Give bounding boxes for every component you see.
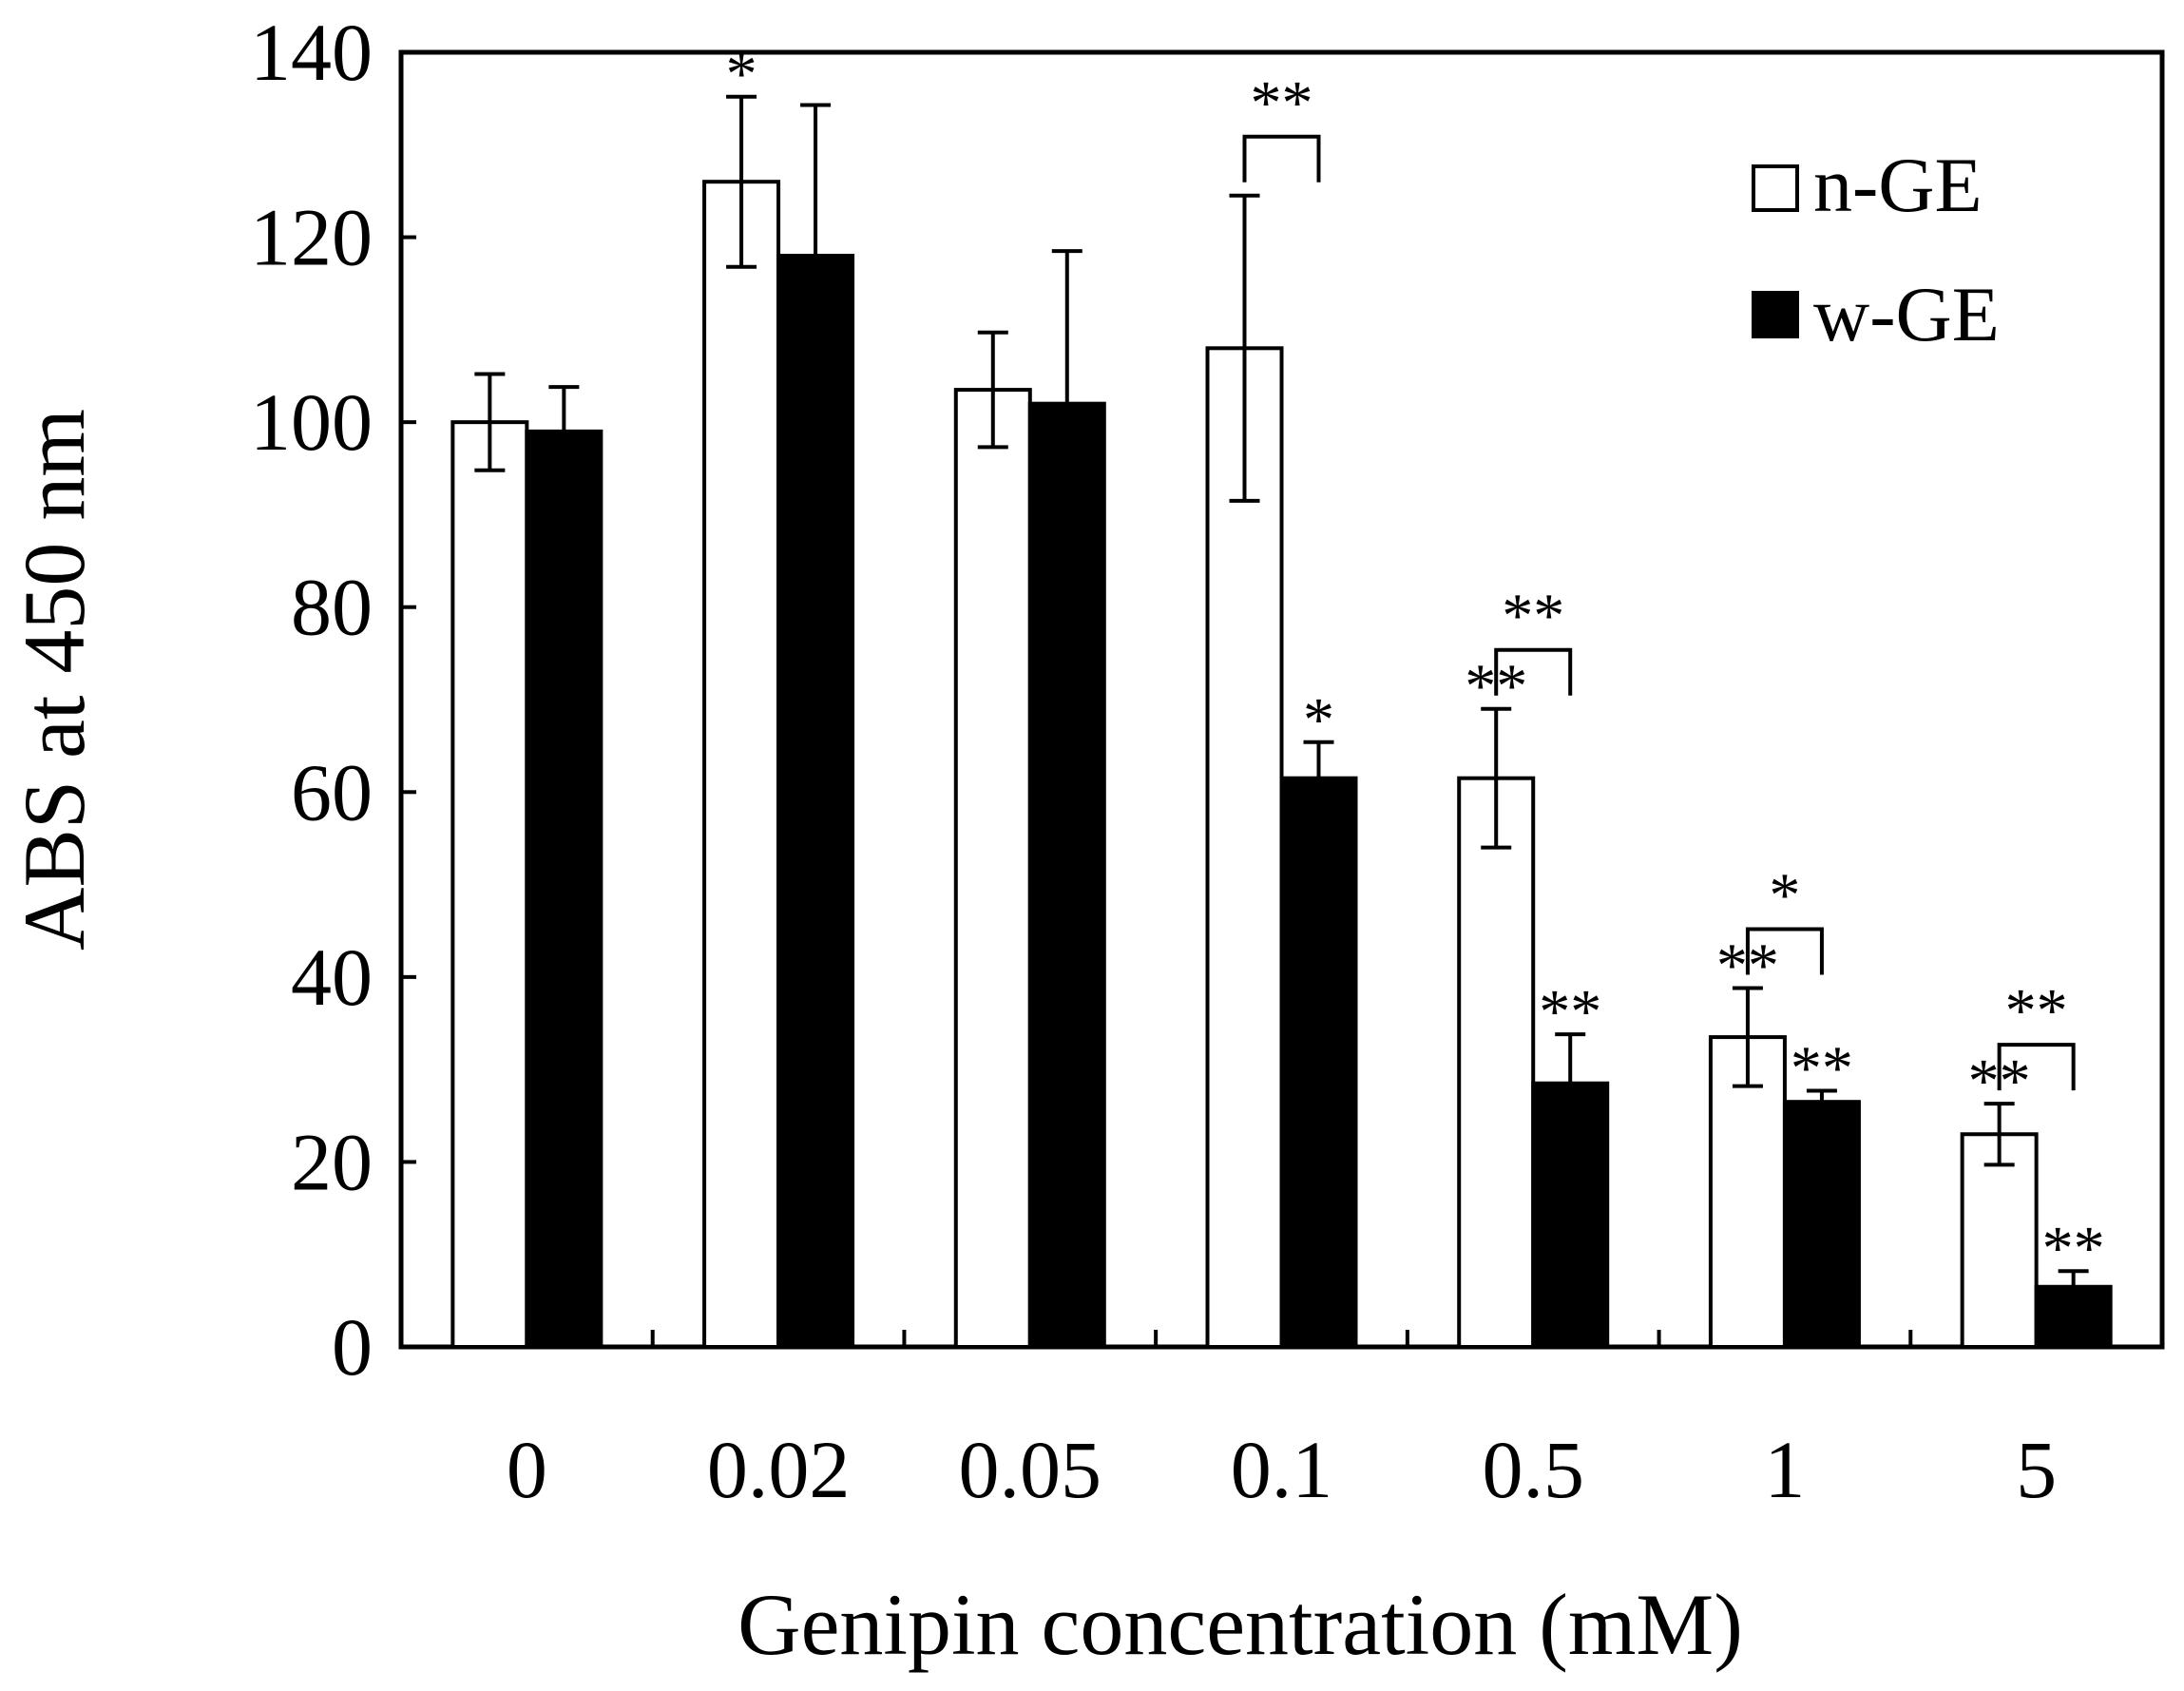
bar-n-ge-0 <box>450 420 529 1349</box>
y-tick-label: 0 <box>332 1301 373 1393</box>
error-bar <box>1983 1102 2015 1167</box>
error-bar <box>1732 986 1763 1088</box>
bracket-label: ** <box>1251 68 1313 138</box>
error-bar <box>1806 1088 1837 1115</box>
comparison-bracket: ** <box>1494 582 1573 696</box>
bracket-label: ** <box>1502 582 1564 651</box>
bar-w-ge-0.1 <box>1279 776 1358 1349</box>
bracket-line <box>1745 927 1824 975</box>
bracket-line <box>1997 1043 2076 1091</box>
y-axis-title: ABS at 450 nm <box>6 409 103 951</box>
legend-swatch-w-ge <box>1752 291 1799 338</box>
bar-n-ge-1 <box>1708 1035 1787 1350</box>
significance-marker: ** <box>2042 1214 2105 1283</box>
comparison-bracket: ** <box>1242 68 1321 183</box>
error-bar <box>1481 706 1512 850</box>
x-axis-title: Genipin concentration (mM) <box>738 1576 1743 1673</box>
error-bar <box>977 330 1008 450</box>
significance-layer: ** ******** *********** <box>726 40 2105 1284</box>
error-bar <box>1229 193 1260 503</box>
bar-w-ge-0.02 <box>776 254 855 1349</box>
comparison-bracket: ** <box>1997 976 2076 1091</box>
y-tick-label: 20 <box>291 1116 373 1207</box>
bracket-label: ** <box>2005 976 2068 1046</box>
bar-w-ge-1 <box>1782 1100 1861 1349</box>
y-tick-label: 140 <box>250 7 373 98</box>
error-bar <box>2058 1269 2089 1305</box>
comparison-bracket: * <box>1745 861 1824 975</box>
bar-n-ge-0.5 <box>1457 776 1536 1349</box>
error-bar <box>548 385 580 478</box>
bar-w-ge-0.5 <box>1531 1081 1610 1349</box>
x-tick-label: 0.1 <box>1231 1424 1333 1515</box>
x-tick-label: 1 <box>1764 1424 1805 1515</box>
error-bar <box>726 94 757 269</box>
bars-layer <box>450 180 2113 1350</box>
y-tick-label: 100 <box>250 376 373 468</box>
bar-n-ge-5 <box>1960 1132 2039 1349</box>
bar-n-ge-0.1 <box>1205 346 1284 1349</box>
legend-label-w-ge: w-GE <box>1813 271 2000 357</box>
bar-n-ge-0.05 <box>953 388 1032 1350</box>
ticks-layer: 0 20 40 60 80 100 120 140 0 0.02 0.05 0.1 0.5 1 5 <box>250 7 2057 1515</box>
significance-marker: ** <box>1539 977 1601 1047</box>
x-tick-label: 0.5 <box>1482 1424 1584 1515</box>
bracket-line <box>1242 134 1321 183</box>
x-tick-label: 5 <box>2016 1424 2057 1515</box>
bracket-label: * <box>1769 861 1800 931</box>
significance-marker: ** <box>1791 1034 1853 1104</box>
y-tick-label: 80 <box>291 562 373 653</box>
error-bars-layer <box>474 94 2089 1305</box>
error-bar <box>800 103 832 409</box>
significance-marker: * <box>1303 685 1334 755</box>
y-tick-label: 60 <box>291 746 373 837</box>
error-bar <box>1555 1032 1586 1135</box>
y-tick-label: 40 <box>291 932 373 1023</box>
x-tick-label: 0.05 <box>959 1424 1102 1515</box>
bracket-line <box>1494 647 1573 696</box>
bar-w-ge-0.05 <box>1027 401 1106 1349</box>
legend-label-n-ge: n-GE <box>1813 142 1983 228</box>
error-bar <box>474 372 506 472</box>
significance-marker: * <box>726 40 757 109</box>
error-bar <box>1051 249 1082 559</box>
x-tick-label: 0 <box>507 1424 547 1515</box>
x-tick-label: 0.02 <box>707 1424 851 1515</box>
legend-swatch-n-ge <box>1752 164 1799 212</box>
error-bar <box>1303 740 1334 817</box>
bar-n-ge-0.02 <box>702 180 781 1350</box>
legend: n-GE w-GE <box>1752 142 2000 357</box>
bar-w-ge-0 <box>525 429 603 1350</box>
y-tick-label: 120 <box>250 192 373 283</box>
